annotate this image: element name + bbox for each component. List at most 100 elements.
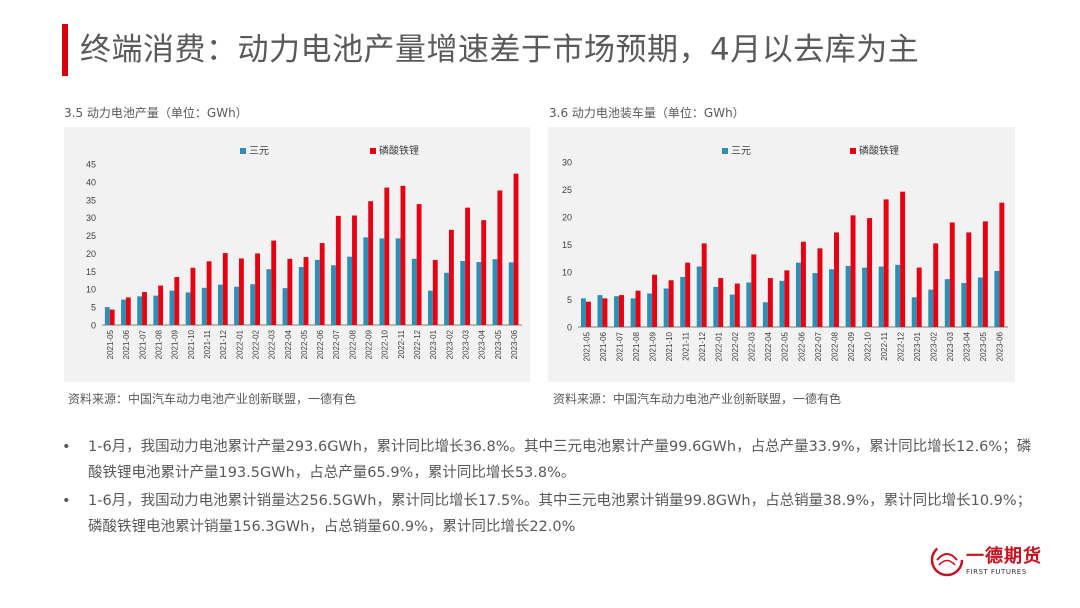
x-tick-label: 2021-07 — [615, 331, 624, 361]
x-tick-label: 2023-06 — [510, 329, 519, 359]
x-tick-label: 2021-11 — [682, 331, 691, 360]
ternary-bar — [911, 297, 917, 327]
y-tick-label: 30 — [86, 213, 96, 223]
lfp-bar — [916, 267, 922, 327]
bullet-item: • 1-6月，我国动力电池累计产量293.6GWh，累计同比增长36.8%。其中… — [62, 434, 1032, 486]
lfp-bar — [481, 220, 487, 325]
x-tick-label: 2022-06 — [797, 331, 806, 361]
lfp-bar — [800, 241, 806, 327]
x-tick-label: 2021-10 — [187, 329, 196, 359]
ternary-bar — [812, 273, 818, 327]
x-tick-label: 2022-12 — [413, 329, 422, 359]
ternary-bar — [746, 282, 752, 327]
ternary-bar — [508, 262, 514, 325]
ternary-bar — [121, 299, 126, 325]
ternary-bar — [217, 284, 223, 325]
lfp-bar — [619, 295, 624, 327]
y-tick-label: 20 — [562, 213, 572, 223]
bullet-dot: • — [62, 439, 71, 455]
ternary-bar — [614, 296, 620, 327]
x-tick-label: 2023-03 — [461, 329, 470, 359]
legend-swatch-lfp — [850, 148, 856, 154]
ternary-bar — [862, 267, 868, 327]
x-tick-label: 2022-09 — [365, 329, 374, 359]
bullet-text: 1-6月，我国动力电池累计销量达256.5GWh，累计同比增长17.5%。其中三… — [88, 493, 1032, 535]
legend-label-lfp: 磷酸铁锂 — [379, 144, 419, 157]
lfp-bar — [287, 258, 293, 325]
lfp-bar — [635, 290, 641, 327]
lfp-bar — [949, 222, 955, 327]
title-accent-bar — [62, 24, 68, 76]
lfp-bar — [883, 199, 889, 327]
x-tick-label: 2022-05 — [300, 329, 309, 359]
ternary-bar — [795, 262, 801, 327]
y-tick-label: 40 — [86, 177, 96, 187]
x-tick-label: 2021-11 — [203, 329, 212, 358]
ternary-bar — [153, 295, 159, 325]
x-tick-label: 2023-04 — [478, 329, 487, 359]
x-tick-label: 2021-08 — [155, 329, 164, 359]
lfp-bar — [850, 215, 856, 327]
logo-text-cn: 一德期货 — [966, 546, 1042, 567]
ternary-bar — [845, 265, 851, 327]
lfp-bar — [513, 173, 519, 325]
lfp-bar — [158, 285, 164, 325]
page-title: 终端消费：动力电池产量增速差于市场预期，4月以去库为主 — [80, 32, 920, 68]
ternary-bar — [779, 280, 785, 327]
ternary-bar — [713, 286, 719, 327]
ternary-bar — [185, 292, 191, 325]
right-chart-source: 资料来源：中国汽车动力电池产业创新联盟，一德有色 — [553, 392, 842, 406]
lfp-bar — [206, 261, 212, 325]
lfp-bar — [238, 258, 244, 325]
lfp-bar — [465, 207, 470, 325]
lfp-bar — [448, 229, 454, 325]
lfp-bar — [190, 267, 196, 325]
x-tick-label: 2022-01 — [715, 331, 724, 361]
ternary-bar — [460, 260, 466, 325]
y-tick-label: 25 — [86, 231, 96, 241]
x-tick-label: 2022-07 — [814, 331, 823, 361]
ternary-bar — [928, 289, 934, 327]
ternary-bar — [169, 290, 175, 325]
lfp-bar — [384, 187, 390, 325]
lfp-bar — [142, 292, 147, 325]
ternary-bar — [597, 295, 603, 327]
x-tick-label: 2022-09 — [847, 331, 856, 361]
x-tick-label: 2023-04 — [963, 331, 972, 361]
lfp-bar — [335, 215, 341, 325]
lfp-bar — [751, 254, 757, 327]
ternary-bar — [444, 272, 449, 325]
lfp-bar — [109, 309, 115, 325]
legend-swatch-ternary — [240, 148, 246, 154]
legend-swatch-ternary — [722, 148, 728, 154]
ternary-bar — [647, 293, 653, 327]
company-logo: 一德期货 FIRST FUTURES — [930, 536, 1050, 588]
x-tick-label: 2023-02 — [445, 329, 454, 359]
x-tick-label: 2021-05 — [106, 329, 115, 359]
ternary-bar — [961, 283, 967, 327]
right-chart-label: 3.6 动力电池装车量（单位：GWh） — [549, 106, 745, 120]
lfp-bar — [255, 253, 260, 325]
ternary-bar — [104, 307, 110, 325]
left-chart-label: 3.5 动力电池产量（单位：GWh） — [64, 106, 248, 120]
x-tick-label: 2021-09 — [648, 331, 657, 361]
x-tick-label: 2022-02 — [251, 329, 260, 359]
x-tick-label: 2022-10 — [381, 329, 390, 359]
x-tick-label: 2023-05 — [494, 329, 503, 359]
x-tick-label: 2021-08 — [632, 331, 641, 361]
ternary-bar — [729, 294, 735, 327]
ternary-bar — [379, 238, 385, 325]
lfp-bar — [368, 201, 374, 325]
y-tick-label: 15 — [86, 267, 96, 277]
bullet-text: 1-6月，我国动力电池累计产量293.6GWh，累计同比增长36.8%。其中三元… — [88, 439, 1032, 481]
ternary-bar — [266, 269, 272, 325]
y-tick-label: 5 — [567, 295, 572, 305]
legend-label-lfp: 磷酸铁锂 — [859, 144, 899, 157]
x-tick-label: 2021-10 — [665, 331, 674, 361]
lfp-bar — [400, 185, 406, 325]
ternary-bar — [298, 267, 304, 325]
x-tick-label: 2023-05 — [979, 331, 988, 361]
x-tick-label: 2022-02 — [731, 331, 740, 361]
ternary-bar — [347, 256, 353, 325]
x-tick-label: 2022-03 — [268, 329, 277, 359]
